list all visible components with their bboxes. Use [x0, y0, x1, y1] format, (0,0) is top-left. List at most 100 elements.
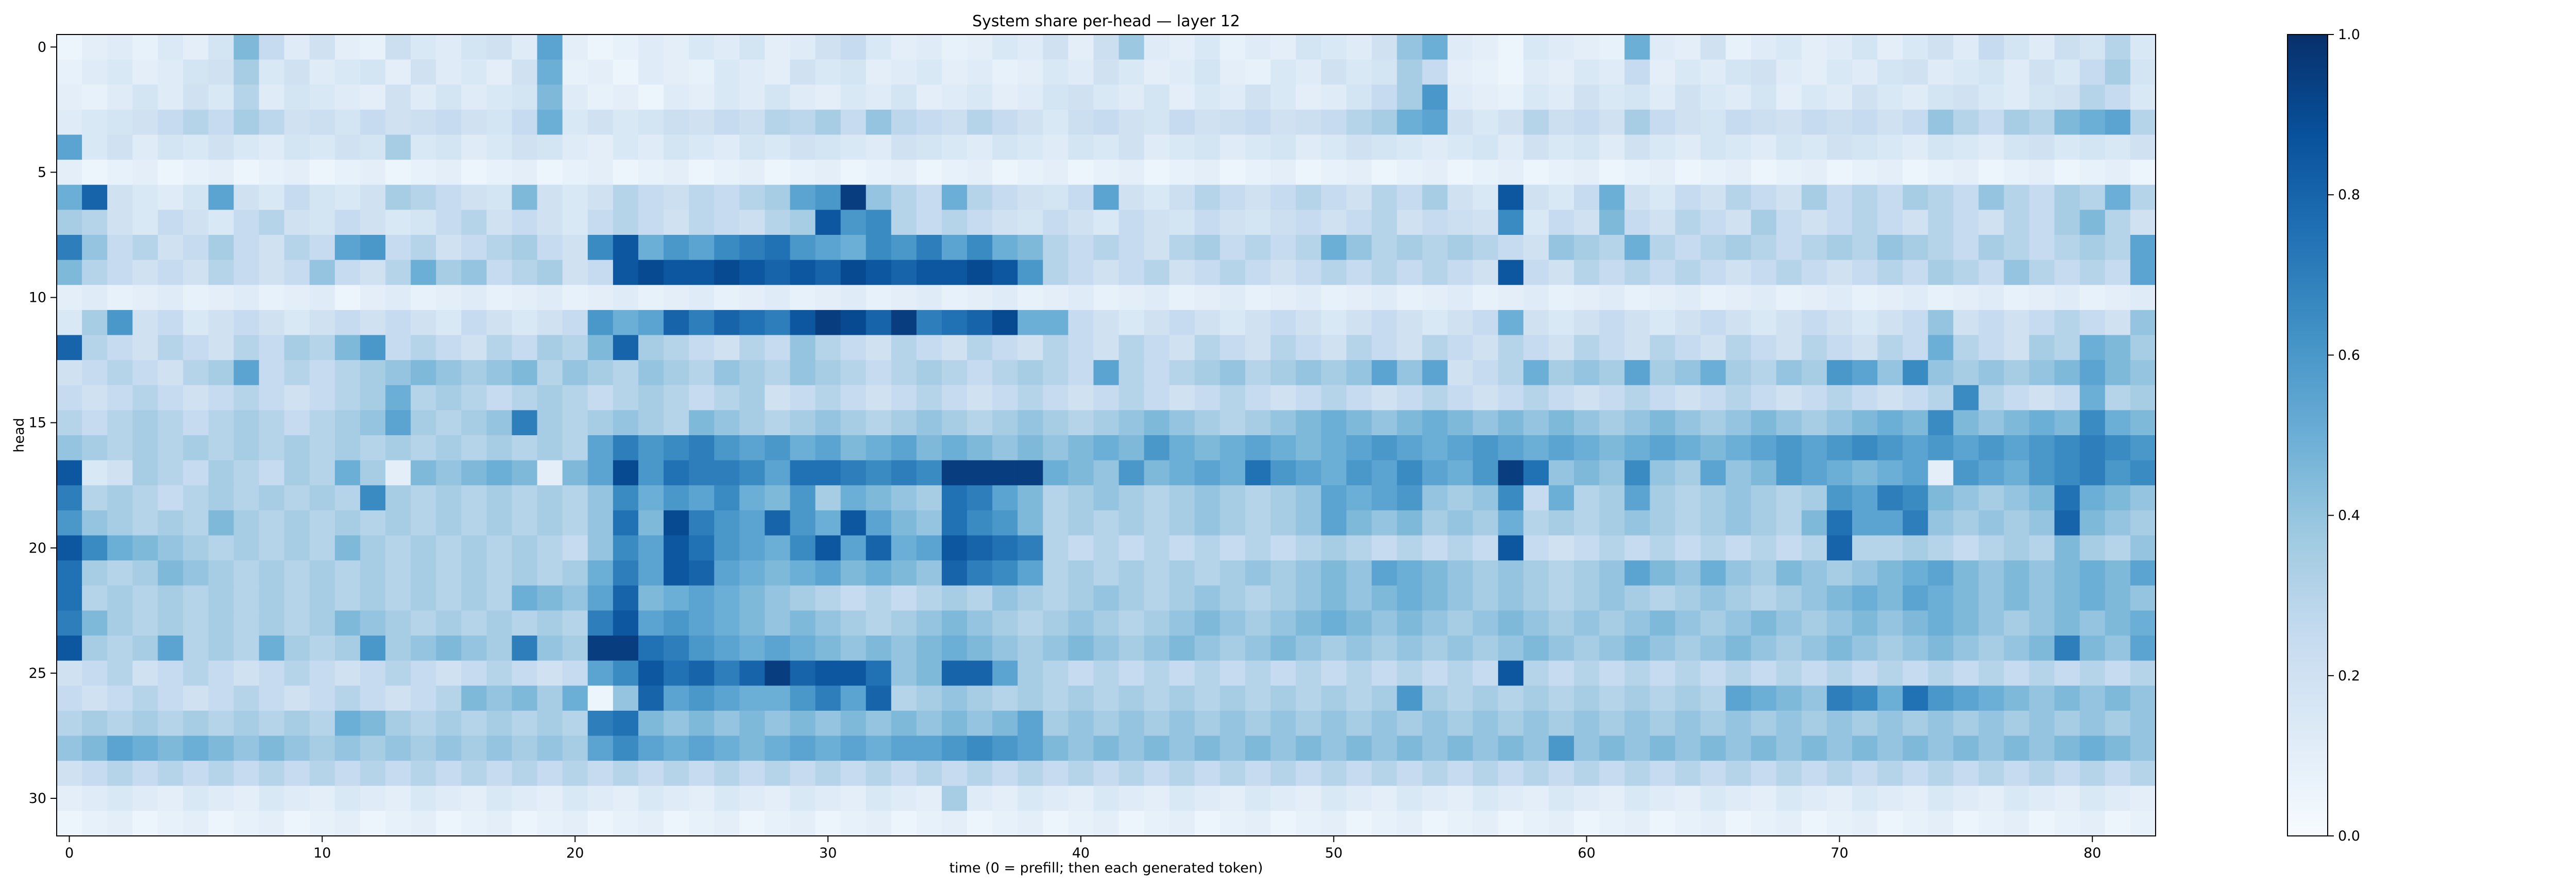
heatmap-cell [107, 360, 133, 386]
heatmap-cell [1700, 210, 1726, 235]
heatmap-cell [259, 435, 285, 461]
heatmap-cell [2130, 184, 2156, 210]
heatmap-cell [512, 485, 538, 511]
heatmap-cell [1270, 59, 1296, 85]
heatmap-cell [1093, 785, 1120, 811]
heatmap-cell [1118, 535, 1145, 561]
heatmap-cell [714, 134, 740, 160]
heatmap-cell [739, 811, 765, 836]
heatmap-cell [992, 109, 1018, 135]
heatmap-cell [208, 109, 234, 135]
heatmap-cell [1725, 184, 1752, 210]
heatmap-cell [1245, 460, 1271, 486]
heatmap-cell [1194, 811, 1221, 836]
heatmap-cell [1624, 435, 1650, 461]
heatmap-cell [1548, 485, 1574, 511]
heatmap-cell [1321, 460, 1347, 486]
heatmap-cell [360, 285, 386, 311]
heatmap-cell [967, 235, 993, 261]
heatmap-cell [689, 235, 715, 261]
heatmap-cell [461, 160, 487, 185]
heatmap-cell [1194, 435, 1221, 461]
heatmap-cell [1877, 160, 1903, 185]
heatmap-cell [2004, 160, 2030, 185]
heatmap-cell [1321, 761, 1347, 786]
heatmap-cell [1852, 385, 1878, 410]
heatmap-cell [866, 735, 892, 761]
heatmap-cell [309, 785, 335, 811]
heatmap-cell [2054, 235, 2080, 261]
heatmap-cell [587, 585, 614, 611]
heatmap-cell [208, 260, 234, 285]
heatmap-cell [1371, 811, 1398, 836]
heatmap-cell [107, 560, 133, 586]
heatmap-cell [562, 735, 588, 761]
heatmap-cell [486, 435, 513, 461]
heatmap-cell [1852, 134, 1878, 160]
heatmap-cell [992, 485, 1018, 511]
heatmap-cell [714, 636, 740, 661]
heatmap-cell [689, 435, 715, 461]
heatmap-cell [1043, 385, 1069, 410]
heatmap-cell [739, 210, 765, 235]
heatmap-cell [866, 660, 892, 686]
heatmap-cell [2105, 310, 2131, 336]
heatmap-cell [739, 485, 765, 511]
heatmap-cell [1321, 335, 1347, 361]
heatmap-cell [385, 410, 411, 436]
heatmap-cell [916, 811, 942, 836]
heatmap-cell [815, 109, 841, 135]
heatmap-cell [1523, 686, 1549, 711]
heatmap-cell [1801, 360, 1827, 386]
heatmap-cell [334, 260, 361, 285]
heatmap-cell [1751, 610, 1777, 636]
heatmap-cell [1953, 335, 1979, 361]
heatmap-cell [1043, 210, 1069, 235]
heatmap-cell [562, 785, 588, 811]
heatmap-cell [1903, 184, 1928, 210]
heatmap-cell [1422, 160, 1448, 185]
heatmap-cell [158, 84, 184, 110]
heatmap-cell [739, 235, 765, 261]
heatmap-cell [1447, 610, 1473, 636]
heatmap-cell [1498, 109, 1524, 135]
heatmap-cell [1675, 134, 1701, 160]
heatmap-cell [1700, 410, 1726, 436]
heatmap-cell [689, 109, 715, 135]
heatmap-cell [1548, 134, 1574, 160]
heatmap-cell [613, 235, 639, 261]
heatmap-cell [967, 785, 993, 811]
heatmap-cell [284, 460, 310, 486]
heatmap-cell [512, 235, 538, 261]
heatmap-cell [1548, 535, 1574, 561]
heatmap-cell [1397, 485, 1423, 511]
heatmap-cell [1144, 761, 1170, 786]
heatmap-cell [284, 160, 310, 185]
heatmap-cell [1725, 210, 1752, 235]
heatmap-cell [714, 360, 740, 386]
heatmap-cell [1700, 686, 1726, 711]
heatmap-cell [891, 84, 917, 110]
heatmap-cell [537, 210, 563, 235]
heatmap-cell [486, 134, 513, 160]
heatmap-cell [941, 785, 968, 811]
heatmap-cell [461, 710, 487, 737]
heatmap-cell [233, 109, 260, 135]
heatmap-cell [739, 109, 765, 135]
heatmap-cell [1978, 160, 2005, 185]
heatmap-cell [107, 636, 133, 661]
heatmap-cell [2029, 310, 2055, 336]
heatmap-cell [1928, 585, 1954, 611]
heatmap-cell [941, 735, 968, 761]
heatmap-cell [1472, 485, 1499, 511]
heatmap-cell [411, 460, 436, 486]
heatmap-cell [1194, 335, 1221, 361]
heatmap-cell [1296, 636, 1321, 661]
heatmap-cell [1776, 335, 1802, 361]
heatmap-cell [765, 84, 791, 110]
heatmap-cell [512, 735, 538, 761]
heatmap-cell [1194, 160, 1221, 185]
heatmap-cell [1903, 285, 1928, 311]
heatmap-cell [309, 310, 335, 336]
heatmap-cell [1953, 385, 1979, 410]
